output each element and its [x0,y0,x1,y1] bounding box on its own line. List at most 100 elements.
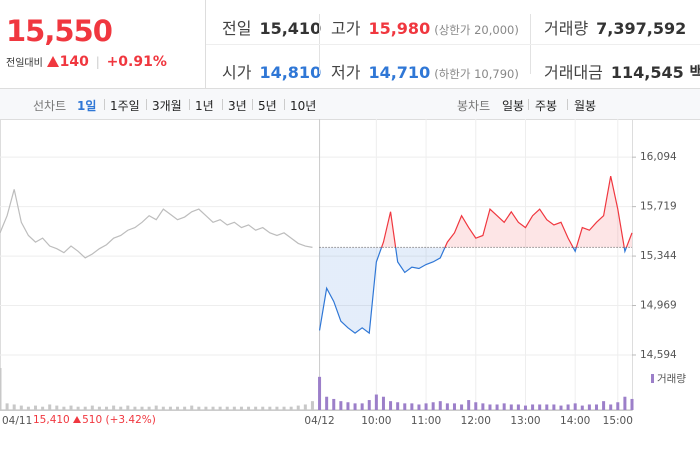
stat-cell: 전일 15,410 [222,15,321,39]
period-tab[interactable]: 3개월 [152,99,182,113]
prev-close: 15,410 [33,414,70,426]
x-tick-label: 04/11 [2,415,32,427]
period-tab[interactable]: 1일 [77,99,97,113]
volume-bar [360,403,364,410]
volume-bar [62,406,66,410]
volume-bar [268,406,272,410]
volume-bar [332,398,336,410]
candle-tab[interactable]: 주봉 [535,99,558,113]
up-arrow [46,56,59,67]
candle-tab[interactable]: 일봉 [502,99,525,113]
volume-bar [261,406,265,410]
volume-bar [424,403,428,410]
x-tick-label: 15:00 [603,415,633,427]
price-box: 15,550 전일대비 140 | +0.91% [0,0,206,88]
x-tick-label: 14:00 [560,415,590,427]
volume-bar [48,404,52,410]
legend-label: 거래량 [657,373,686,385]
stat-label: 고가 [331,19,361,38]
up-arrow [73,416,82,423]
period-tab[interactable]: 1년 [195,99,214,113]
volume-bar [168,406,172,410]
volume-bar [41,406,45,410]
volume-bar [495,404,499,410]
period-tab[interactable]: 3년 [228,99,247,113]
volume-bar [318,376,322,410]
separator [567,99,568,110]
change-label: 전일대비 [6,58,43,69]
volume-bar [76,406,80,410]
current-price: 15,550 [6,14,113,48]
volume-bar [538,404,542,410]
price-line [318,176,633,335]
volume-bar [616,402,620,410]
volume-bar [204,406,208,410]
tab-label: 선차트 [33,99,67,113]
separator [104,99,105,110]
volume-bar [410,403,414,410]
volume-bar [26,406,30,410]
x-tick-label: 11:00 [411,415,441,427]
stat-cell: 시가 14,810 [222,59,321,83]
stat-label: 저가 [331,63,361,82]
volume-bar [417,404,421,410]
candle-tab[interactable]: 월봉 [574,99,597,113]
volume-bar [559,405,563,410]
volume-bar [97,406,101,410]
volume-bar [488,404,492,410]
volume-bar [296,405,300,410]
volume-bar [452,403,456,410]
volume-bar [0,368,2,410]
volume-bar [481,403,485,410]
volume-bar [154,405,158,410]
volume-bar [12,404,16,410]
volume-bar [254,406,258,410]
tab-label: 봉차트 [457,99,491,113]
volume-bar [19,405,23,410]
price-line [0,189,313,259]
period-tab[interactable]: 1주일 [110,99,140,113]
volume-bar [112,405,116,410]
volume-bar [310,401,314,410]
volume-bar [176,406,180,410]
separator [189,99,190,110]
separator [222,99,223,110]
volume-bar [282,406,286,410]
volume-bar [374,394,378,410]
volume-bar [147,406,151,410]
volume-bar [140,406,144,410]
volume-bar [623,396,627,410]
volume-bar [516,404,520,410]
volume-bar [239,406,243,410]
period-tab[interactable]: 10년 [290,99,317,113]
stat-note: (상한가 20,000) [434,23,519,37]
y-tick-label: 14,594 [640,349,677,361]
volume-bar [325,396,329,410]
stat-value: 15,980 [368,19,431,38]
period-tab[interactable]: 5년 [258,99,277,113]
tab-bar: 선차트 1일 1주일 3개월 1년 3년 5년 10년 봉차트 일봉 주봉 월봉 [0,88,700,120]
volume-bar [339,401,343,410]
volume-bar [303,404,307,410]
stat-label: 전일 [222,19,252,38]
separator [146,99,147,110]
volume-bar [55,405,59,410]
volume-bar [105,406,109,410]
volume-bar [289,406,293,410]
volume-bar [197,406,201,410]
volume-bar [630,398,634,410]
volume-bar [552,404,556,410]
volume-bar [126,405,130,410]
volume-bar [232,406,236,410]
stat-cell: 저가 14,710 (하한가 10,790) [331,59,519,83]
stat-value: 7,397,592 [596,19,687,38]
x-tick-label: 04/12 [304,415,334,427]
change-pct: +0.91% [106,54,167,70]
volume-bar [573,403,577,410]
volume-bar [5,403,9,410]
y-tick-label: 15,719 [640,201,677,213]
legend-swatch [651,374,654,383]
volume-bar [247,406,251,410]
volume-bar [431,402,435,410]
